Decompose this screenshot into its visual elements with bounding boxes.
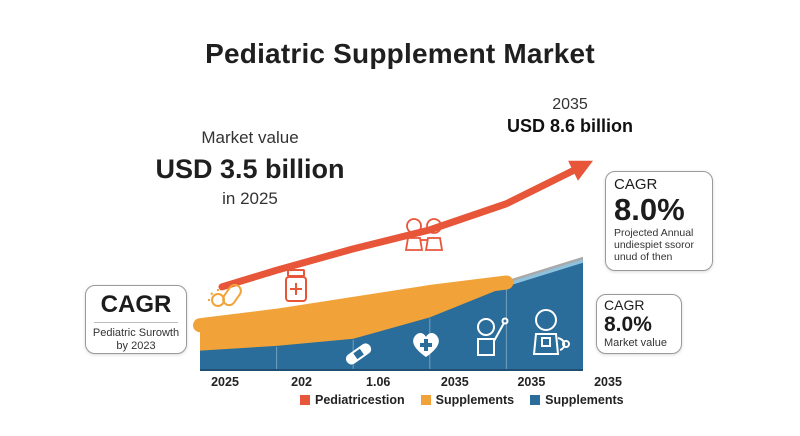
x-tick-label: 1.06	[366, 375, 390, 389]
x-tick-label: 2025	[211, 375, 239, 389]
cagr-right-top-sub-3: unud of then	[614, 251, 673, 263]
legend: Pediatricestion Supplements Supplements	[300, 393, 624, 407]
cagr-callout-right-bottom: CAGR 8.0% Market value	[596, 294, 682, 354]
legend-label-blue: Supplements	[545, 393, 624, 407]
line-series-orange	[193, 275, 514, 333]
market-value-block: Market value USD 3.5 billion in 2025	[150, 128, 350, 209]
cagr-right-top-head: CAGR	[614, 176, 658, 193]
chart-title: Pediatric Supplement Market	[205, 38, 595, 69]
legend-swatch-orange	[420, 395, 431, 405]
cagr-right-bottom-value: 8.0%	[604, 313, 652, 336]
target-year: 2035	[552, 96, 588, 113]
child-doctor-icon	[532, 309, 570, 355]
cagr-right-bottom-head: CAGR	[604, 297, 645, 313]
series-layer	[193, 160, 594, 371]
market-value-year: in 2025	[222, 189, 278, 208]
icons-layer	[208, 218, 570, 365]
x-tick-label: 2035	[594, 375, 622, 389]
cagr-right-top-sub-1: Projected Annual	[614, 227, 694, 239]
cagr-right-top-sub-2: undiespiet ssoror	[614, 239, 694, 251]
cagr-left-sub: Pediatric Surowth by 2023	[92, 327, 180, 352]
x-axis: 2025 202 1.06 2035 2035 2035	[211, 375, 622, 389]
legend-item-red: Pediatricestion	[300, 393, 405, 407]
x-tick-label: 202	[291, 375, 312, 389]
heart-plus-icon	[413, 333, 439, 357]
children-icon	[404, 218, 444, 251]
line-series-red	[218, 160, 594, 291]
cagr-callout-right-top: CAGR 8.0% Projected Annual undiespiet ss…	[605, 171, 713, 271]
market-value-label: Market value	[201, 128, 299, 147]
target-value: USD 8.6 billion	[506, 116, 634, 136]
child-icon	[477, 317, 509, 356]
area-series-blue	[200, 262, 583, 370]
market-value-amount: USD 3.5 billion	[155, 154, 345, 184]
legend-swatch-red	[300, 395, 310, 405]
medicine-bottle-icon	[285, 269, 307, 302]
x-tick-label: 2035	[517, 375, 545, 389]
cagr-right-top-value: 8.0%	[614, 192, 685, 227]
divider	[94, 322, 178, 323]
cagr-left-head: CAGR	[100, 291, 172, 318]
legend-label-orange: Supplements	[435, 393, 515, 407]
cagr-callout-left: CAGR Pediatric Surowth by 2023	[85, 285, 187, 354]
cagr-right-bottom-sub: Market value	[604, 337, 667, 349]
target-block: 2035 USD 8.6 billion	[480, 96, 660, 137]
legend-swatch-blue	[530, 395, 541, 405]
legend-item-orange: Supplements	[420, 393, 515, 407]
legend-item-blue: Supplements	[530, 393, 624, 407]
bandage-icon	[345, 343, 372, 365]
pill-capsule-icon	[208, 283, 242, 307]
legend-label-red: Pediatricestion	[315, 393, 405, 407]
x-tick-label: 2035	[441, 375, 469, 389]
